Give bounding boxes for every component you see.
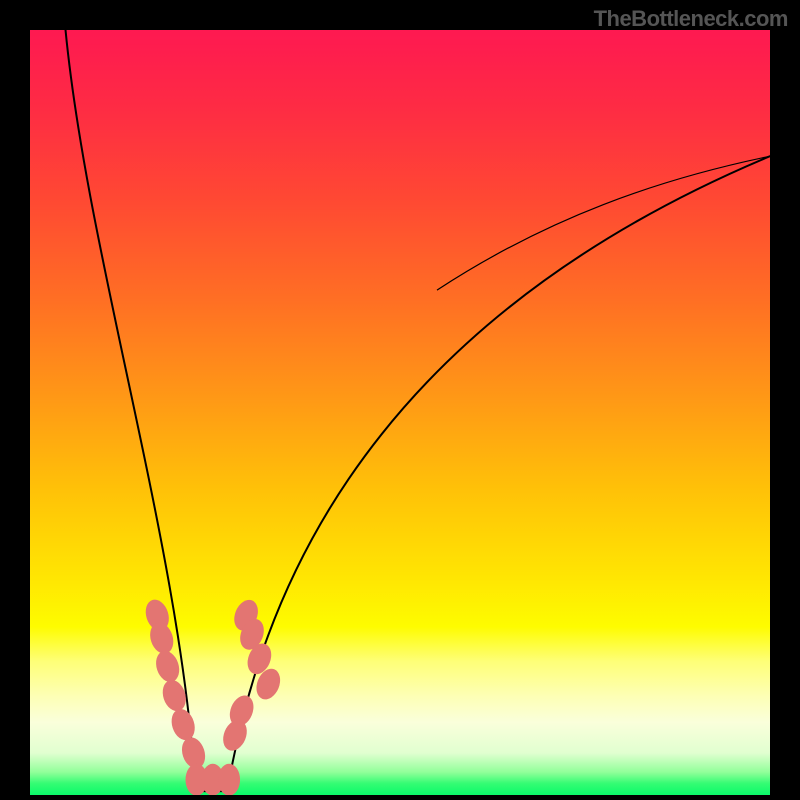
chart-svg bbox=[30, 30, 770, 795]
data-dot bbox=[218, 764, 240, 795]
watermark-text: TheBottleneck.com bbox=[594, 6, 788, 32]
chart-container: TheBottleneck.com bbox=[0, 0, 800, 800]
plot-area bbox=[30, 30, 770, 795]
